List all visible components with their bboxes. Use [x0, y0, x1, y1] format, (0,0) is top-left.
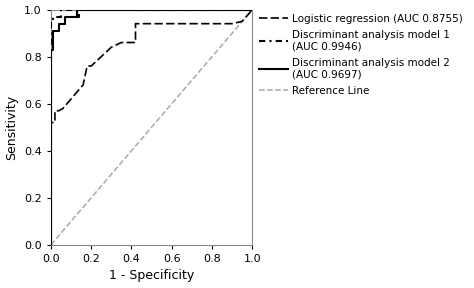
- X-axis label: 1 - Specificity: 1 - Specificity: [109, 270, 194, 283]
- Y-axis label: Sensitivity: Sensitivity: [6, 95, 18, 160]
- Legend: Logistic regression (AUC 0.8755), Discriminant analysis model 1
(AUC 0.9946), Di: Logistic regression (AUC 0.8755), Discri…: [255, 10, 467, 100]
